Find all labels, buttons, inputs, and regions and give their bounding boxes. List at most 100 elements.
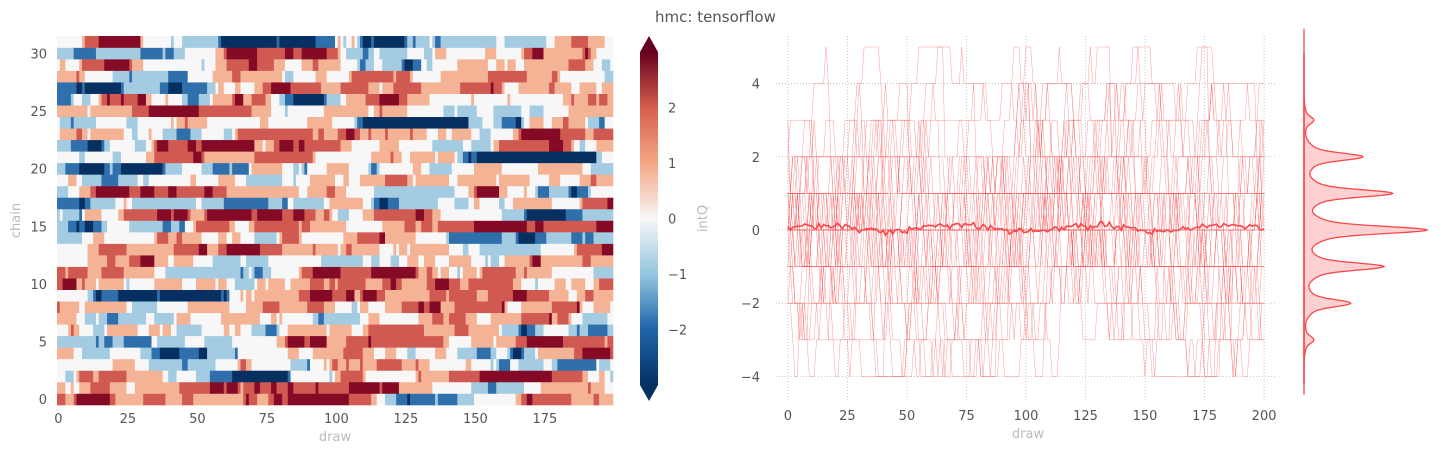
heatmap-cell	[84, 70, 113, 83]
heatmap-cell	[360, 289, 364, 302]
heatmap-cell	[223, 289, 227, 302]
heatmap-cell	[418, 255, 425, 267]
heatmap-cell	[562, 93, 572, 106]
heatmap-cell	[201, 197, 225, 210]
heatmap-cell	[587, 93, 597, 106]
heatmap-cell	[87, 266, 102, 279]
heatmap-cell	[562, 139, 572, 152]
heatmap-cell	[145, 312, 155, 325]
heatmap-cell	[76, 82, 83, 94]
heatmap-cell	[123, 82, 161, 94]
trace-x-tick-label: 200	[1252, 409, 1277, 424]
heatmap-cell	[182, 162, 202, 175]
heatmap-cell	[410, 70, 414, 83]
heatmap-cell	[412, 59, 422, 71]
heatmap-cell	[168, 370, 177, 383]
heatmap-cell	[582, 208, 614, 221]
heatmap-cell	[187, 301, 230, 314]
heatmap-cell	[82, 82, 86, 94]
heatmap-cell	[485, 47, 497, 60]
heatmap-cell	[196, 197, 202, 210]
heatmap-cell	[82, 59, 105, 71]
heatmap-cell	[415, 220, 422, 233]
heatmap-cell	[521, 301, 553, 314]
heatmap-cell	[482, 266, 516, 279]
heatmap-cell	[57, 139, 72, 152]
heatmap-cell	[243, 393, 247, 406]
heatmap-cell	[201, 162, 213, 175]
heatmap-cell	[571, 82, 580, 94]
heatmap-cell	[346, 47, 364, 60]
heatmap-cell	[251, 266, 255, 279]
heatmap-cell	[129, 70, 133, 83]
heatmap-cell	[79, 370, 94, 383]
heatmap-cell	[335, 370, 341, 383]
heatmap-cell	[315, 243, 339, 256]
heatmap-cell	[390, 151, 394, 164]
heatmap-cell	[240, 232, 255, 244]
heatmap-cell	[579, 301, 583, 314]
heatmap-cell	[129, 278, 155, 290]
heatmap-cell	[340, 139, 352, 152]
heatmap-cell	[512, 347, 522, 360]
heatmap-cell	[109, 393, 116, 406]
heatmap-cell	[268, 393, 275, 406]
heatmap-cell	[368, 301, 386, 314]
heatmap-cell	[574, 347, 583, 360]
heatmap-cell	[262, 139, 266, 152]
heatmap-cell	[143, 36, 172, 48]
heatmap-cell	[432, 47, 436, 60]
heatmap-cell	[526, 220, 536, 233]
heatmap-cell	[184, 220, 194, 233]
heatmap-cell	[109, 162, 113, 175]
heatmap-cell	[499, 255, 505, 267]
heatmap-cell	[84, 220, 94, 233]
heatmap-cell	[154, 312, 175, 325]
heatmap-cell	[596, 82, 603, 94]
heatmap-cell	[215, 59, 227, 71]
heatmap-cell	[490, 312, 522, 325]
heatmap-cell	[173, 243, 200, 256]
heatmap-cell	[551, 358, 558, 371]
heatmap-cell	[312, 151, 316, 164]
heatmap-cell	[273, 59, 286, 71]
heatmap-cell	[493, 335, 497, 348]
heatmap-cell	[440, 70, 489, 83]
heatmap-cell	[76, 312, 86, 325]
heatmap-cell	[432, 208, 441, 221]
heatmap-cell	[585, 139, 597, 152]
heatmap-cell	[551, 116, 564, 129]
heatmap-cell	[551, 312, 558, 325]
heatmap-cell	[551, 370, 583, 383]
heatmap-cell	[321, 255, 364, 267]
heatmap-cell	[268, 255, 322, 267]
heatmap-cell	[490, 358, 494, 371]
heatmap-cell	[379, 381, 383, 394]
heatmap-cell	[426, 128, 439, 141]
heatmap-cell	[326, 47, 339, 60]
heatmap-cell	[337, 208, 350, 221]
heatmap-cell	[257, 278, 266, 290]
heatmap-cell	[454, 324, 469, 337]
heatmap-cell	[132, 197, 197, 210]
heatmap-cell	[70, 93, 74, 106]
heatmap-cell	[140, 36, 144, 48]
heatmap-cell	[212, 185, 227, 198]
heatmap-cell	[173, 36, 183, 48]
heatmap-cell	[526, 70, 553, 83]
heatmap-cell	[271, 93, 280, 106]
heatmap-cell	[585, 278, 594, 290]
heatmap-cell	[276, 36, 280, 48]
figure-title: hmc: tensorflow	[655, 8, 776, 26]
heatmap-cell	[501, 82, 505, 94]
heatmap-cell	[348, 70, 352, 83]
heatmap-cell	[109, 381, 127, 394]
heatmap-cell	[471, 335, 494, 348]
heatmap-cell	[504, 301, 508, 314]
heatmap-cell	[437, 393, 458, 406]
heatmap-cell	[204, 151, 255, 164]
heatmap-cell	[98, 278, 125, 290]
heatmap-cell	[435, 151, 439, 164]
heatmap-cell	[329, 208, 333, 221]
